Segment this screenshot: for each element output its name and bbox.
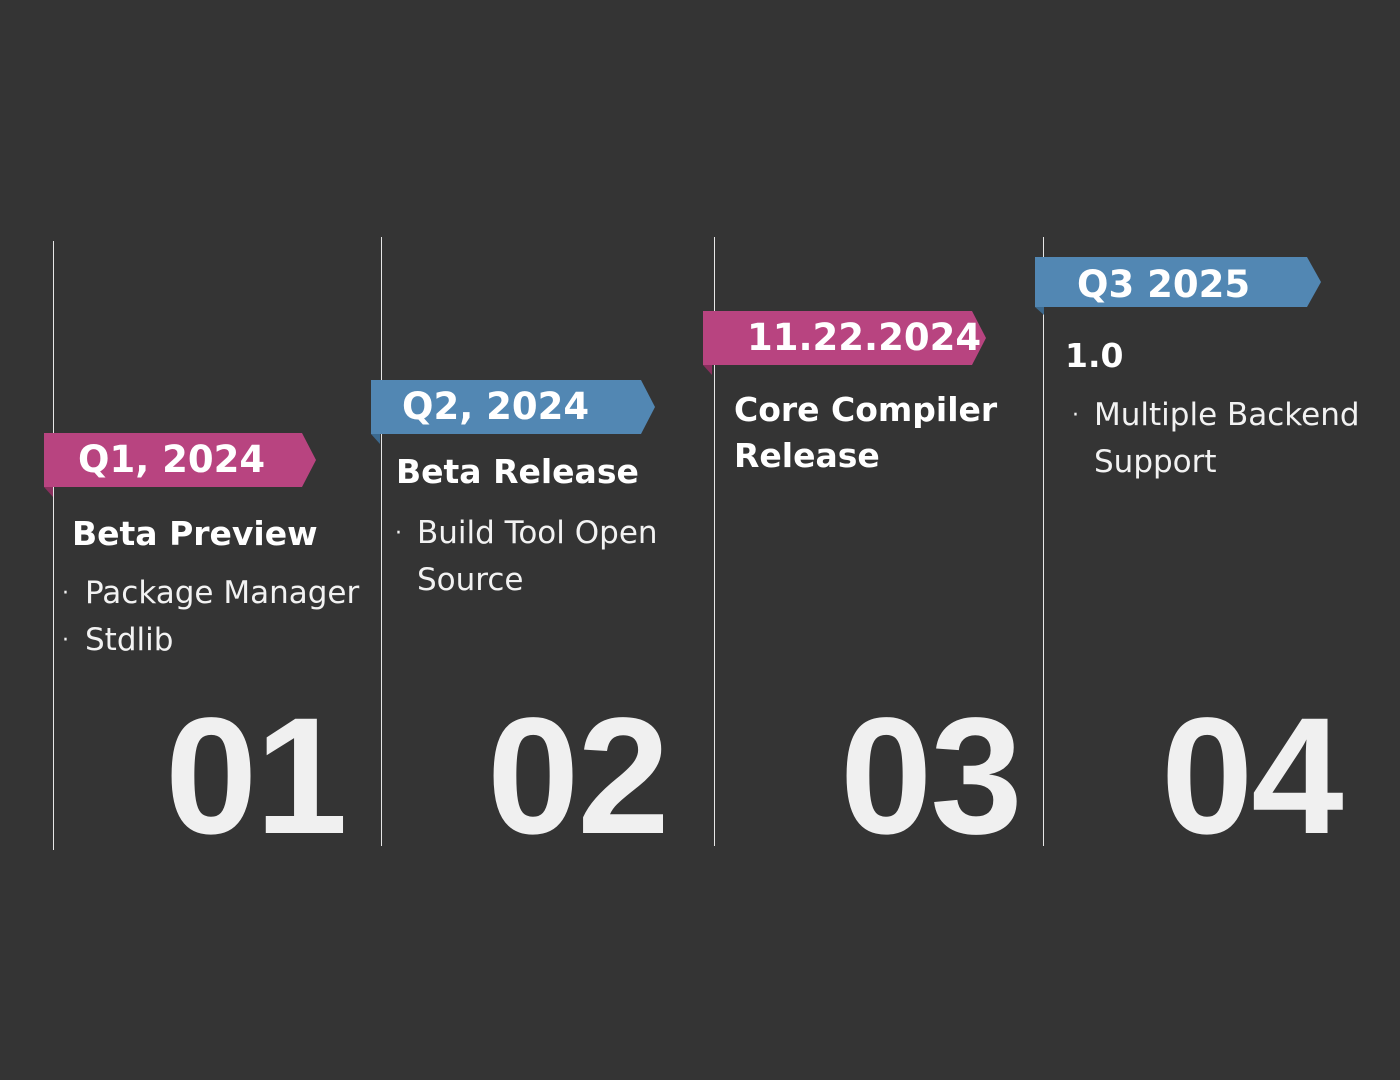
bullet-text: Source: [417, 562, 524, 598]
bullet-dot-icon: ·: [62, 581, 69, 606]
ribbon-shape-icon: [703, 311, 986, 375]
bullet-text: Package Manager: [85, 575, 360, 611]
ribbon-shape-icon: [44, 433, 316, 497]
milestone-2-date: Q2, 2024: [402, 385, 590, 428]
milestone-3-number: 03: [840, 684, 1023, 869]
timeline-divider-1: [53, 241, 54, 850]
list-item: Source: [395, 557, 658, 604]
milestone-3-title-line-2: Release: [734, 436, 880, 475]
ribbon-shape-icon: [371, 380, 655, 444]
timeline-divider-3: [714, 237, 715, 846]
bullet-dot-icon: ·: [62, 628, 69, 653]
bullet-dot-icon: ·: [1072, 403, 1079, 428]
milestone-3-title: Core Compiler Release: [734, 387, 997, 479]
milestone-1-title: Beta Preview: [72, 514, 318, 553]
milestone-3-date: 11.22.2024: [747, 316, 982, 359]
bullet-text: Multiple Backend: [1094, 397, 1360, 433]
milestone-1-date-ribbon: Q1, 2024: [44, 433, 316, 497]
milestone-1-date: Q1, 2024: [78, 438, 266, 481]
timeline-divider-2: [381, 237, 382, 846]
bullet-dot-icon: ·: [395, 521, 402, 546]
milestone-4-date: Q3 2025: [1077, 263, 1251, 306]
milestone-4-bullets: · Multiple Backend Support: [1072, 392, 1360, 486]
bullet-text: Support: [1094, 444, 1217, 480]
milestone-1-number: 01: [165, 684, 348, 869]
milestone-4-date-ribbon: Q3 2025: [1035, 257, 1321, 315]
ribbon-shape-icon: [1035, 257, 1321, 315]
list-item: Support: [1072, 439, 1360, 486]
milestone-2-bullets: · Build Tool Open Source: [395, 510, 658, 604]
milestone-3-date-ribbon: 11.22.2024: [703, 311, 986, 375]
milestone-3-title-line-1: Core Compiler: [734, 390, 998, 429]
bullet-text: Build Tool Open: [417, 515, 658, 551]
list-item: · Multiple Backend: [1072, 392, 1360, 439]
bullet-text: Stdlib: [85, 622, 174, 658]
milestone-2-title: Beta Release: [396, 452, 639, 491]
list-item: · Package Manager: [62, 570, 359, 617]
timeline-divider-4: [1043, 237, 1044, 846]
milestone-1-bullets: · Package Manager · Stdlib: [62, 570, 359, 664]
milestone-2-number: 02: [487, 684, 670, 869]
milestone-4-title: 1.0: [1065, 336, 1124, 375]
milestone-2-date-ribbon: Q2, 2024: [371, 380, 655, 444]
list-item: · Stdlib: [62, 617, 359, 664]
milestone-4-number: 04: [1161, 684, 1344, 869]
list-item: · Build Tool Open: [395, 510, 658, 557]
